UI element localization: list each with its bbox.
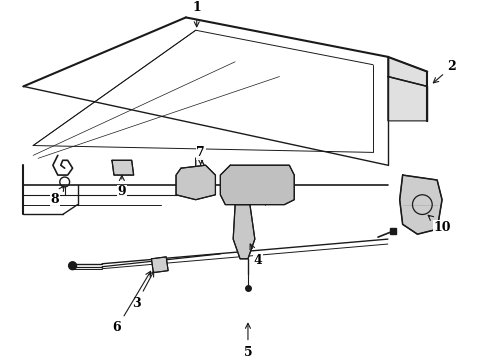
Text: 4: 4 — [250, 244, 262, 267]
Polygon shape — [176, 165, 216, 200]
Polygon shape — [233, 204, 255, 259]
Circle shape — [69, 262, 76, 270]
Text: 1: 1 — [193, 1, 201, 27]
Polygon shape — [151, 257, 168, 273]
Text: 9: 9 — [118, 176, 126, 198]
Text: 10: 10 — [428, 215, 451, 234]
Text: 5: 5 — [244, 323, 252, 359]
Text: 2: 2 — [433, 60, 456, 83]
Polygon shape — [112, 160, 134, 175]
Polygon shape — [400, 175, 442, 234]
Text: 3: 3 — [132, 271, 154, 310]
Polygon shape — [388, 57, 427, 121]
Text: 8: 8 — [50, 186, 64, 206]
Text: 6: 6 — [113, 271, 150, 334]
Polygon shape — [220, 165, 294, 204]
Text: 7: 7 — [196, 146, 205, 165]
